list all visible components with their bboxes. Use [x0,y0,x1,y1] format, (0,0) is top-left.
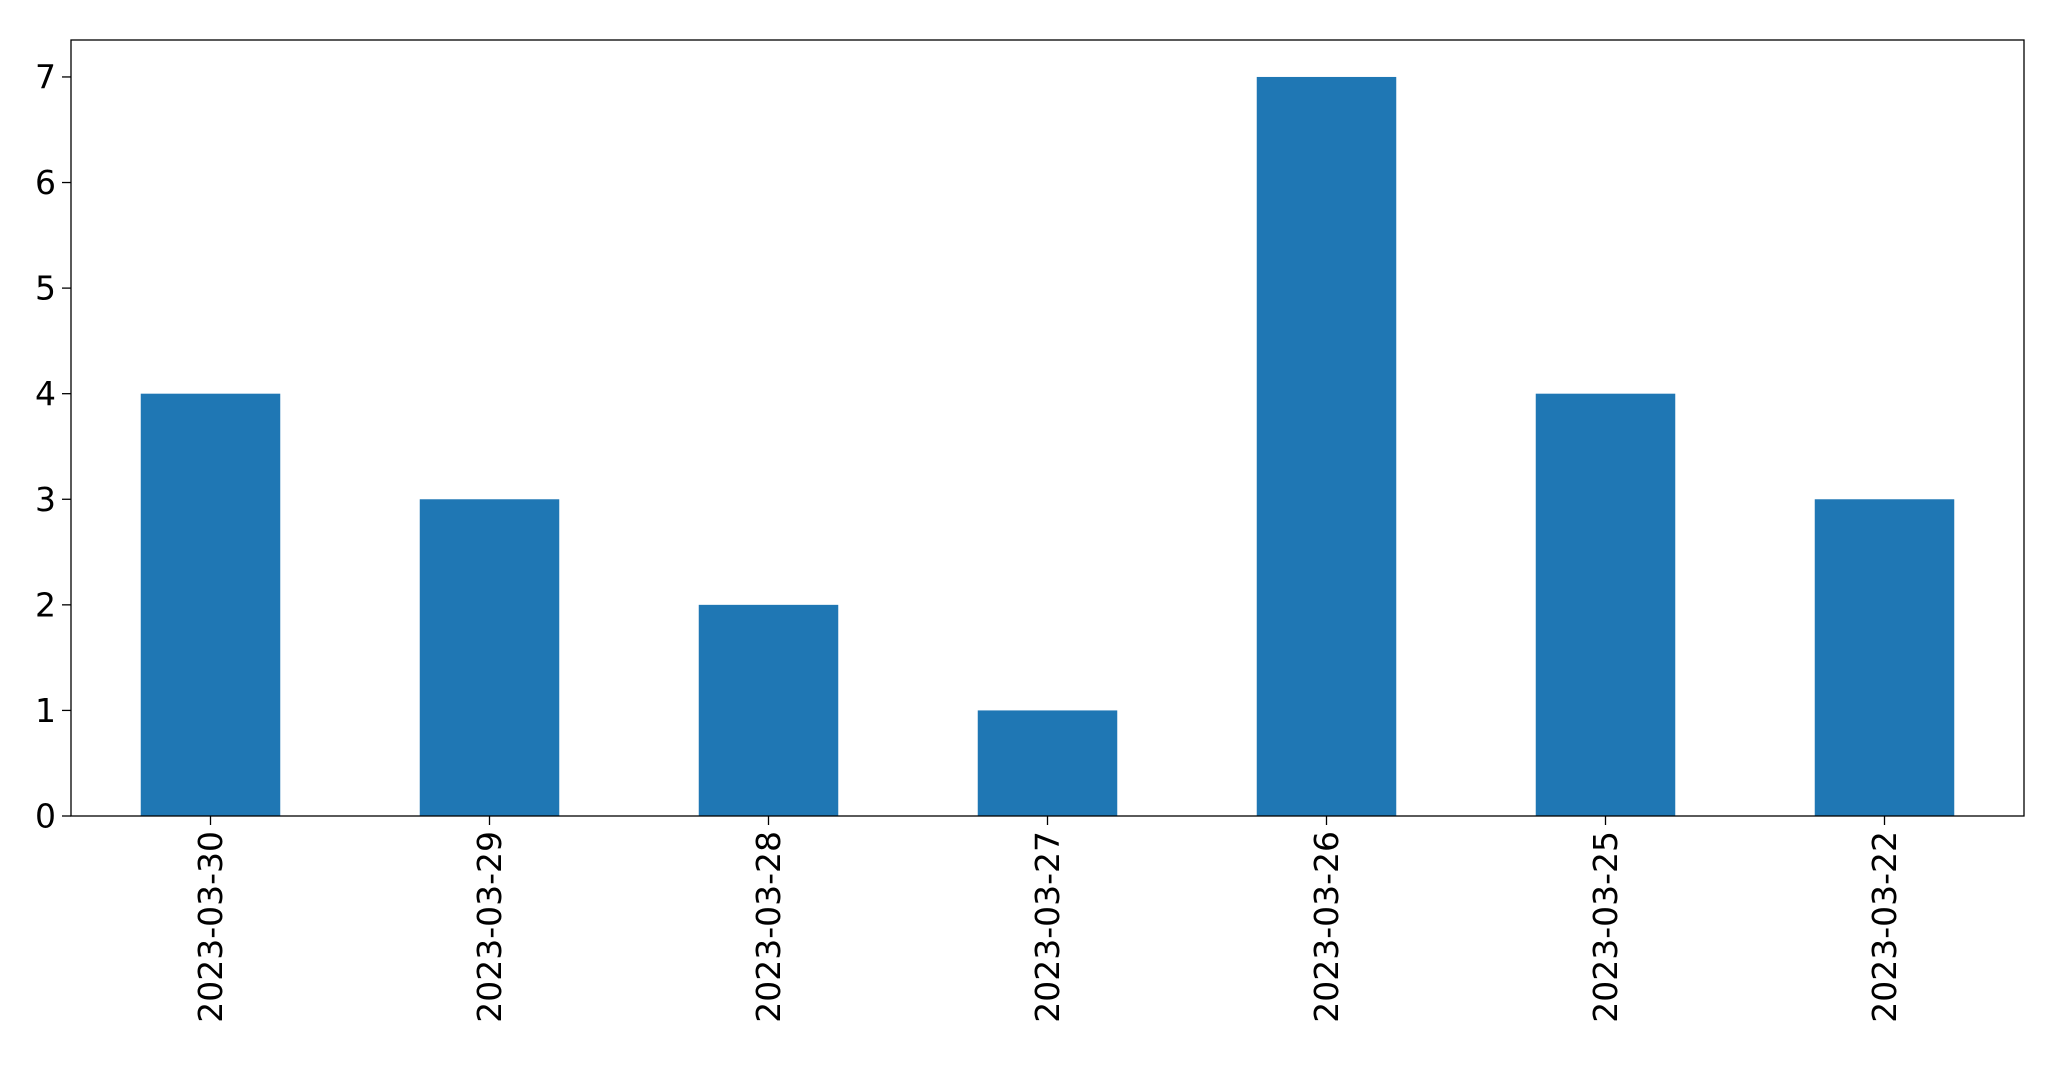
x-tick-label: 2023-03-30 [191,831,230,1023]
bar-2023-03-29 [419,499,560,816]
bar-2023-03-26 [1256,76,1397,816]
y-tick-label: 7 [35,57,56,96]
x-tick-label: 2023-03-26 [1307,831,1346,1023]
x-tick-label: 2023-03-29 [470,831,509,1023]
plot-frame [70,39,2025,817]
x-tick-label: 2023-03-25 [1586,831,1625,1023]
y-axis: 0 1 2 3 4 5 6 7 [35,57,71,836]
bar-2023-03-27 [977,710,1118,816]
x-tick-label: 2023-03-28 [749,831,788,1023]
bar-2023-03-28 [698,604,839,816]
y-tick-label: 4 [35,374,56,413]
bar-2023-03-25 [1535,393,1676,816]
x-tick-label: 2023-03-27 [1028,831,1067,1023]
bar-2023-03-30 [140,393,281,816]
x-axis: 2023-03-30 2023-03-29 2023-03-28 2023-03-27… [191,816,1904,1023]
bars-layer [140,76,1955,816]
x-tick-label: 2023-03-22 [1865,831,1904,1023]
bar-2023-03-22 [1814,499,1955,816]
y-tick-label: 3 [35,480,56,519]
y-tick-label: 5 [35,269,56,308]
y-tick-label: 0 [35,797,56,836]
y-tick-label: 6 [35,163,56,202]
y-tick-label: 2 [35,585,56,624]
y-tick-label: 1 [35,691,56,730]
